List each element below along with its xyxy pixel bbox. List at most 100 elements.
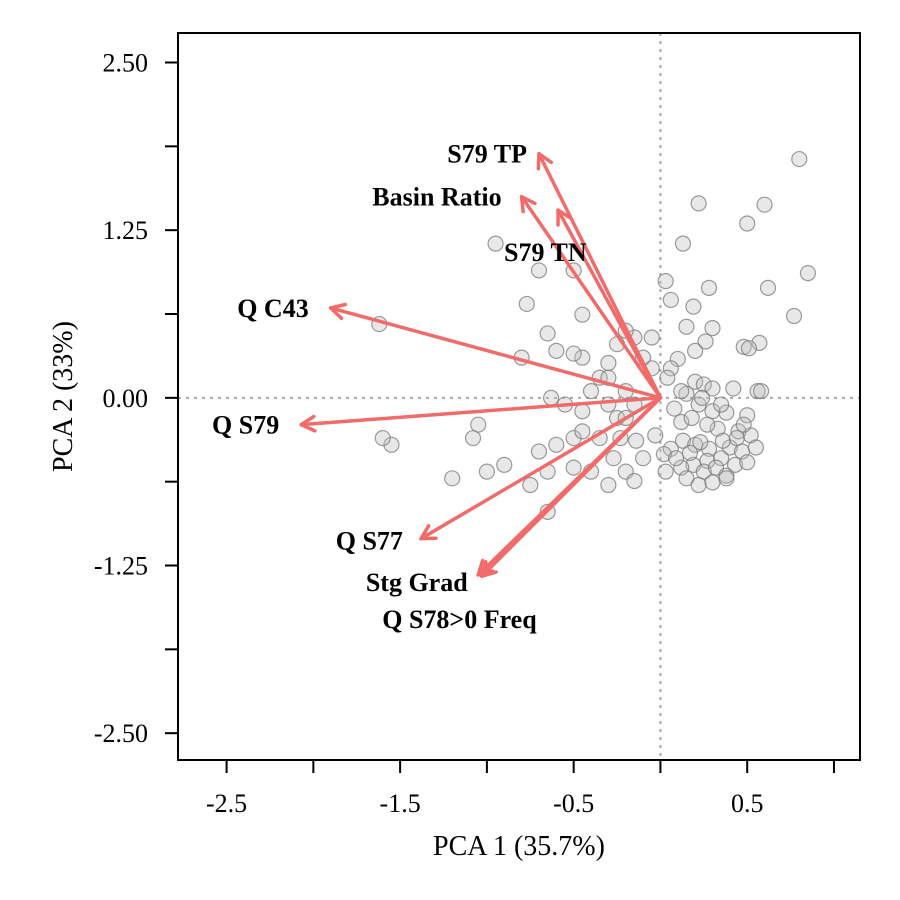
- y-tick-label: 0.00: [103, 384, 149, 413]
- data-point: [700, 440, 718, 457]
- data-point: [478, 463, 495, 480]
- data-point: [600, 354, 617, 372]
- data-point: [752, 383, 770, 400]
- data-point: [628, 432, 645, 449]
- data-point: [634, 450, 652, 467]
- data-point: [690, 195, 707, 212]
- loading-vector-line: [476, 396, 663, 577]
- data-point: [735, 416, 752, 433]
- data-point: [751, 334, 768, 351]
- data-point: [725, 380, 742, 397]
- data-point: [574, 349, 591, 366]
- y-tick-label: -2.50: [94, 719, 148, 748]
- x-axis-title: PCA 1 (35.7%): [433, 831, 605, 862]
- data-point: [518, 295, 535, 313]
- data-point: [662, 291, 679, 309]
- arrowhead: [419, 524, 438, 541]
- arrowhead: [328, 302, 348, 321]
- data-point: [444, 470, 461, 487]
- data-point: [470, 416, 487, 433]
- data-point: [739, 454, 756, 471]
- data-point: [464, 429, 482, 447]
- loading-vector-line: [419, 396, 663, 541]
- loading-label: Q S79: [212, 411, 279, 440]
- data-point: [647, 427, 664, 444]
- data-point: [681, 444, 699, 461]
- data-point: [739, 407, 756, 424]
- loading-label: Basin Ratio: [372, 183, 501, 212]
- loading-vector-line: [519, 194, 663, 400]
- x-tick-label: -2.5: [206, 789, 247, 818]
- data-point: [548, 436, 565, 453]
- plot-frame: [177, 32, 861, 761]
- data-point: [605, 450, 622, 467]
- loading-label: Stg Grad: [366, 568, 468, 597]
- data-point: [539, 325, 556, 342]
- loading-label: Q S78>0 Freq: [382, 605, 537, 634]
- arrowhead: [299, 414, 317, 433]
- data-point: [687, 342, 704, 359]
- data-point: [695, 376, 712, 393]
- data-point: [374, 429, 391, 447]
- loading-vector-line: [299, 396, 663, 427]
- data-point: [659, 369, 676, 386]
- data-point: [626, 472, 643, 490]
- data-point: [678, 470, 695, 487]
- data-point: [704, 474, 721, 491]
- data-point: [693, 389, 711, 406]
- data-point: [522, 476, 539, 494]
- arrowhead: [476, 558, 495, 577]
- data-point: [643, 329, 660, 346]
- data-point: [759, 279, 777, 296]
- arrowhead: [536, 151, 554, 171]
- y-tick-label: 1.25: [103, 216, 149, 245]
- data-point: [704, 380, 721, 397]
- data-point: [687, 373, 704, 390]
- arrowhead: [519, 194, 537, 214]
- data-point: [718, 470, 735, 487]
- data-point: [548, 342, 565, 359]
- data-point: [600, 396, 617, 413]
- data-point: [657, 463, 674, 480]
- data-point: [667, 450, 685, 467]
- loading-vector: [328, 302, 663, 400]
- data-point: [574, 423, 591, 440]
- data-point: [496, 456, 513, 474]
- data-point: [600, 476, 617, 494]
- data-point: [574, 403, 591, 420]
- data-point: [673, 383, 690, 400]
- data-point: [799, 264, 817, 282]
- data-point: [673, 413, 690, 431]
- data-point: [674, 432, 692, 449]
- data-point: [678, 318, 695, 335]
- x-tick-label: -0.5: [553, 789, 594, 818]
- data-point: [739, 215, 756, 232]
- data-point: [530, 443, 548, 460]
- data-point: [543, 389, 560, 406]
- x-tick-label: 0.5: [731, 789, 764, 818]
- data-point: [565, 345, 582, 362]
- y-tick-label: 2.50: [103, 49, 149, 78]
- data-point: [655, 446, 673, 463]
- data-point: [756, 196, 773, 213]
- data-point: [690, 476, 707, 494]
- loading-vector: [476, 396, 663, 577]
- data-point: [487, 235, 504, 252]
- data-point: [700, 279, 718, 296]
- data-point: [726, 456, 744, 474]
- loading-label: Q S77: [336, 527, 403, 556]
- data-point: [666, 400, 683, 417]
- data-point: [714, 432, 732, 449]
- data-point: [674, 235, 692, 252]
- x-axis: -2.5 -1.5 -0.5 0.5: [206, 760, 835, 818]
- data-point: [747, 439, 764, 456]
- loading-vector-line: [328, 306, 663, 400]
- loading-vector: [556, 208, 663, 400]
- loading-label: S79 TN: [504, 238, 587, 267]
- data-point: [740, 340, 758, 357]
- x-tick-label: -1.5: [380, 789, 421, 818]
- data-point: [692, 434, 709, 451]
- data-point: [791, 150, 808, 168]
- data-point: [662, 360, 679, 377]
